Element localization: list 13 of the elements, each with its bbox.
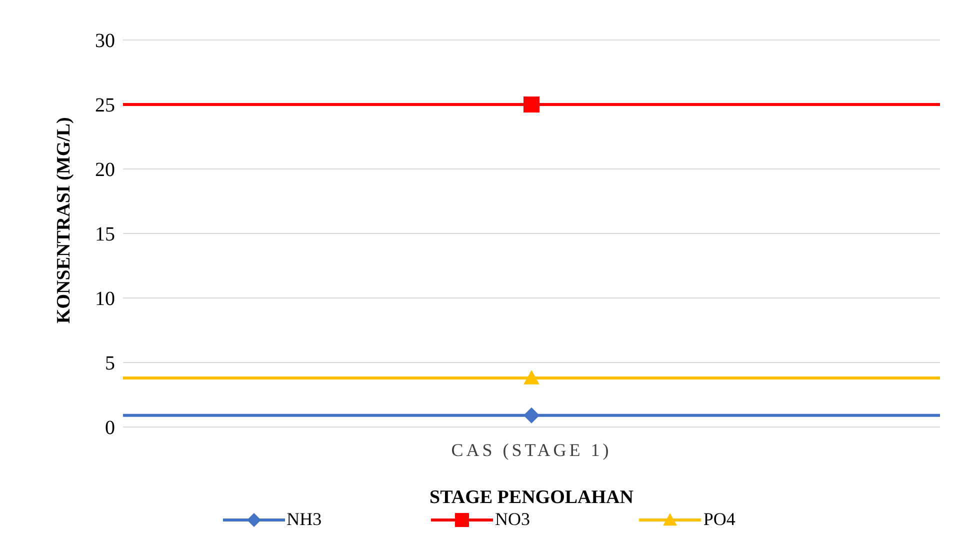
y-axis-title: KONSENTRASI (MG/L) <box>54 117 75 324</box>
y-tick-label: 5 <box>105 352 115 375</box>
legend-label: PO4 <box>702 509 736 530</box>
legend-label: NH3 <box>286 509 322 530</box>
y-tick-label: 10 <box>95 288 115 310</box>
y-tick-label: 0 <box>105 417 115 440</box>
y-tick-label: 25 <box>95 94 115 117</box>
x-tick-label: CAS (STAGE 1) <box>451 440 612 460</box>
y-tick-label: 20 <box>95 159 115 182</box>
x-axis-title: STAGE PENGOLAHAN <box>430 487 634 508</box>
y-tick-label: 15 <box>95 224 115 246</box>
legend-label: NO3 <box>494 509 530 530</box>
y-tick-label: 30 <box>95 30 115 52</box>
